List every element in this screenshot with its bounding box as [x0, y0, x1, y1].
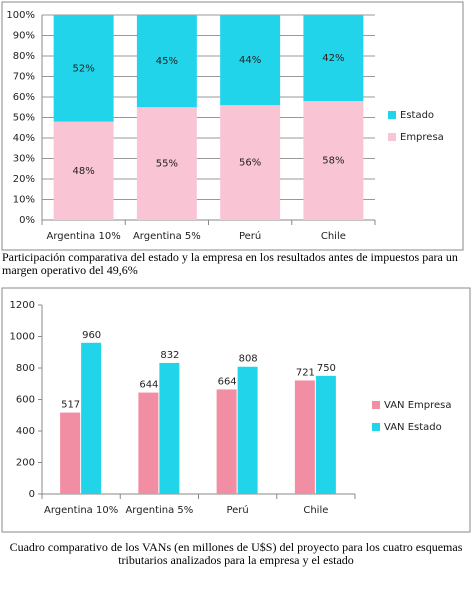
- legend-label: Empresa: [400, 132, 444, 143]
- y-tick-label: 1200: [10, 300, 35, 311]
- legend-swatch: [388, 111, 396, 119]
- y-tick-label: 20%: [13, 174, 35, 185]
- x-tick-label: Chile: [303, 505, 328, 516]
- data-label: 55%: [156, 159, 178, 170]
- y-tick-label: 40%: [13, 133, 35, 144]
- data-label: 750: [317, 363, 336, 374]
- caption: Cuadro comparativo de los VANs (en millo…: [9, 540, 463, 567]
- data-label: 721: [296, 367, 315, 378]
- x-tick-label: Argentina 10%: [47, 231, 121, 242]
- y-tick-label: 30%: [13, 154, 35, 165]
- legend-swatch: [372, 423, 380, 431]
- y-tick-label: 60%: [13, 92, 35, 103]
- data-label: 48%: [73, 166, 95, 177]
- bar: [294, 380, 315, 494]
- x-tick-label: Perú: [226, 504, 248, 516]
- bar-segment: [220, 105, 281, 220]
- y-tick-label: 0%: [19, 215, 35, 226]
- data-label: 960: [82, 330, 101, 341]
- legend-label: Estado: [400, 110, 434, 121]
- y-tick-label: 800: [16, 363, 35, 374]
- x-tick-label: Argentina 5%: [125, 505, 193, 516]
- bar: [81, 342, 102, 494]
- data-label: 56%: [239, 158, 261, 169]
- x-tick-label: Chile: [321, 231, 346, 242]
- bar: [138, 392, 159, 494]
- bar: [216, 389, 237, 494]
- legend-label: VAN Estado: [384, 422, 442, 433]
- y-tick-label: 50%: [13, 113, 35, 124]
- y-tick-label: 80%: [13, 51, 35, 62]
- legend-swatch: [388, 133, 396, 141]
- bar: [60, 412, 81, 494]
- data-label: 44%: [239, 55, 261, 66]
- bar-segment: [53, 121, 114, 220]
- x-tick-label: Argentina 5%: [133, 231, 201, 242]
- bar-segment: [303, 15, 364, 102]
- bar-segment: [53, 15, 114, 122]
- data-label: 58%: [322, 156, 344, 167]
- bar: [315, 375, 336, 494]
- bar-segment: [220, 15, 281, 106]
- y-tick-label: 10%: [13, 195, 35, 206]
- bar: [237, 366, 258, 494]
- bar-segment: [136, 107, 197, 220]
- y-tick-label: 70%: [13, 72, 35, 83]
- y-tick-label: 0: [29, 489, 35, 500]
- y-tick-label: 1000: [10, 332, 35, 343]
- data-label: 52%: [73, 63, 95, 74]
- data-label: 808: [239, 354, 258, 365]
- legend-swatch: [372, 401, 380, 409]
- data-label: 644: [139, 380, 158, 391]
- data-label: 832: [160, 350, 179, 361]
- data-label: 45%: [156, 56, 178, 67]
- y-tick-label: 400: [16, 426, 35, 437]
- bar: [159, 362, 180, 494]
- data-label: 42%: [322, 53, 344, 64]
- data-label: 517: [61, 400, 80, 411]
- y-tick-label: 100%: [6, 10, 35, 21]
- legend-label: VAN Empresa: [384, 400, 452, 411]
- bar-segment: [303, 101, 364, 220]
- data-label: 664: [218, 376, 237, 387]
- bar-segment: [136, 15, 197, 108]
- caption: Participación comparativa del estado y l…: [2, 250, 458, 277]
- x-tick-label: Perú: [239, 230, 261, 242]
- y-tick-label: 600: [16, 395, 35, 406]
- y-tick-label: 90%: [13, 31, 35, 42]
- y-tick-label: 200: [16, 458, 35, 469]
- x-tick-label: Argentina 10%: [44, 505, 118, 516]
